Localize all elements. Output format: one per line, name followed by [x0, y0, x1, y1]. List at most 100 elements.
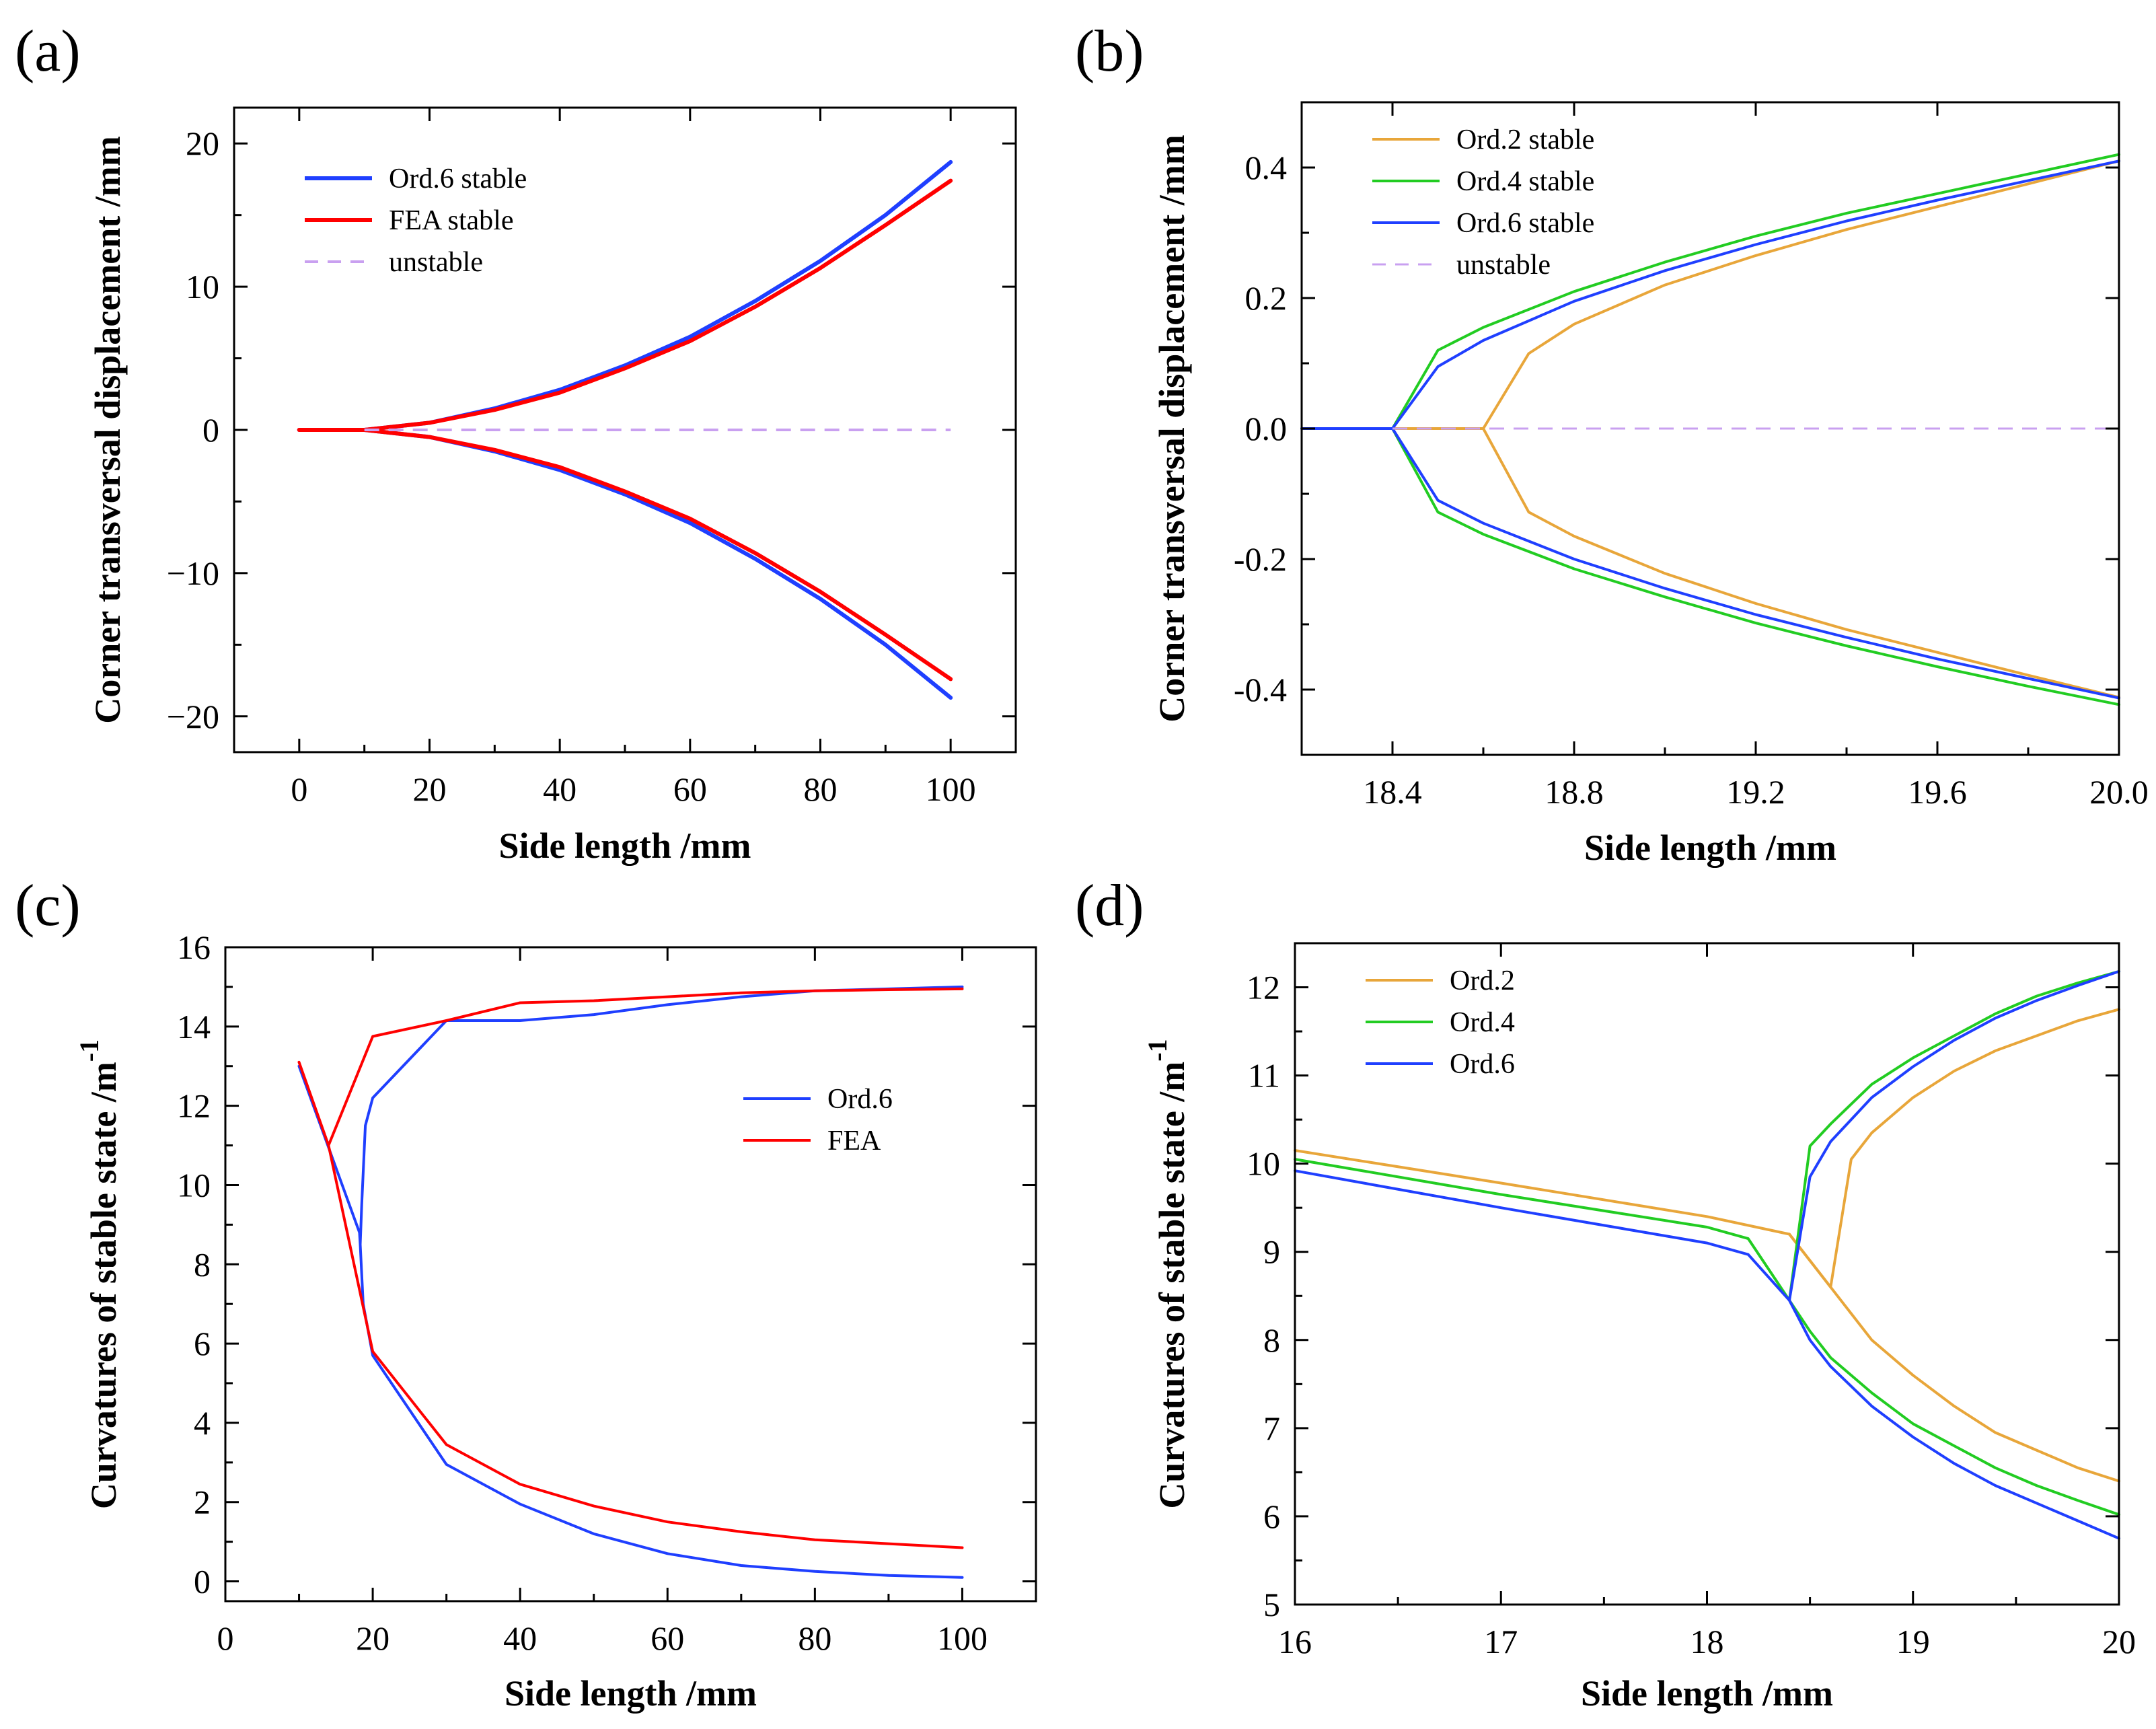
panel-4: 16 17 18 19 20 5 6 7 8 9 10 11 12 Side length /mm Curv… — [1075, 873, 2136, 1714]
y-axis-title-text: Curvatures of stable state /m — [1152, 1062, 1192, 1509]
x-tick-label: 18.4 — [1363, 773, 1422, 811]
panel-2-label: (b) — [1075, 19, 1144, 84]
series-line-ord-6-lower-branch- — [359, 1243, 964, 1579]
series-line-ord-6-stable-lower-branch- — [297, 428, 953, 700]
y-tick-label: 9 — [1263, 1233, 1280, 1271]
panel-4-legend: Ord.2 Ord.4 Ord.6 — [1366, 965, 1515, 1080]
y-axis-title-text: Corner transversal displacement /mm — [1152, 135, 1192, 722]
y-axis-title-text: Corner transversal displacement /mm — [87, 136, 128, 723]
x-tick-label: 60 — [650, 1619, 684, 1657]
panel-4-series — [1294, 969, 2120, 1540]
legend-label: Ord.4 — [1450, 1007, 1515, 1038]
panel-4-label: (d) — [1075, 873, 1144, 939]
x-tick-label: 0 — [217, 1619, 234, 1657]
x-tick-label: 20 — [413, 770, 447, 808]
x-tick-label: 16 — [1278, 1623, 1312, 1660]
panel-2-series — [1300, 153, 2120, 706]
series-line-ord-6-lower-branch- — [1788, 1298, 2120, 1540]
legend-label: FEA stable — [389, 205, 514, 236]
panel-3-series — [297, 985, 964, 1579]
series-line-ord-6 — [1294, 969, 2120, 1302]
legend-label: Ord.6 stable — [1456, 208, 1594, 239]
y-axis-title: Curvatures of stable state /m-1 — [74, 1039, 124, 1509]
y-tick-label: 12 — [1247, 969, 1280, 1006]
y-tick-label: 7 — [1263, 1409, 1280, 1447]
series-line-ord-4-stable-lower-branch- — [1391, 427, 2120, 706]
series-line-ord-2-stable — [1300, 159, 2120, 430]
panel-2-legend: Ord.2 stable Ord.4 stable Ord.6 stable unst… — [1372, 124, 1594, 281]
y-tick-label: 10 — [186, 268, 219, 305]
x-tick-label: 18.8 — [1545, 773, 1604, 811]
x-tick-label: 20.0 — [2089, 773, 2149, 811]
y-tick-label: 11 — [1248, 1057, 1280, 1095]
series-line-fea — [297, 987, 964, 1147]
y-tick-label: 8 — [1263, 1321, 1280, 1359]
y-tick-label: 0.0 — [1245, 410, 1288, 447]
x-tick-label: 19.2 — [1726, 773, 1785, 811]
y-tick-label: -0.2 — [1234, 540, 1287, 578]
legend-label: unstable — [1456, 250, 1551, 281]
y-tick-label: 8 — [194, 1245, 211, 1283]
legend-label: Ord.4 stable — [1456, 166, 1594, 197]
series-line-ord-2-stable-lower-branch- — [1482, 427, 2120, 699]
panel-4-plot-frame — [1294, 942, 2120, 1606]
y-tick-label: 12 — [177, 1087, 211, 1125]
y-axis-title-text: Curvatures of stable state /m — [83, 1062, 124, 1509]
y-axis-title: Corner transversal displacement /mm — [87, 136, 128, 723]
series-line-fea-lower-branch- — [327, 1144, 964, 1549]
x-tick-label: 60 — [673, 770, 707, 808]
panel-3-plot-frame — [224, 946, 1037, 1603]
y-axis-title-superscript: -1 — [74, 1039, 104, 1062]
y-tick-label: 4 — [194, 1404, 211, 1442]
x-axis-title: Side length /mm — [1584, 827, 1836, 868]
legend-label: Ord.6 — [1450, 1049, 1515, 1080]
y-tick-label: 0 — [194, 1563, 211, 1601]
x-tick-label: 80 — [804, 770, 838, 808]
x-tick-label: 40 — [543, 770, 577, 808]
y-tick-label: 14 — [177, 1008, 211, 1045]
x-tick-label: 100 — [926, 770, 976, 808]
x-tick-label: 20 — [356, 1619, 389, 1657]
x-tick-label: 20 — [2102, 1623, 2136, 1660]
y-tick-label: 10 — [177, 1166, 211, 1204]
panel-1-label: (a) — [15, 19, 81, 84]
x-tick-label: 18 — [1690, 1623, 1724, 1660]
y-tick-label: -0.4 — [1234, 671, 1287, 708]
series-line-ord-4 — [1294, 969, 2120, 1302]
x-tick-label: 19.6 — [1908, 773, 1967, 811]
panel-2: 18.4 18.8 19.2 19.6 20.0 -0.4 -0.2 0.0 0.2 0.4 Sid… — [1075, 19, 2149, 868]
y-axis-title-superscript: -1 — [1142, 1039, 1173, 1061]
y-tick-label: −20 — [167, 698, 219, 735]
panel-1: 0 20 40 60 80 100 −20 −10 0 10 20 Side length /mm Co… — [15, 19, 1017, 866]
y-axis-title: Corner transversal displacement /mm — [1152, 135, 1192, 722]
legend-label: Ord.2 — [1450, 965, 1515, 996]
series-line-ord-6 — [297, 985, 964, 1246]
series-line-ord-4-stable — [1300, 153, 2120, 430]
x-tick-label: 19 — [1896, 1623, 1930, 1660]
series-line-ord-2 — [1294, 1008, 2120, 1289]
x-tick-label: 80 — [798, 1619, 831, 1657]
y-tick-label: 20 — [186, 124, 219, 162]
series-line-fea-stable — [297, 178, 953, 432]
legend-label: Ord.2 stable — [1456, 124, 1594, 155]
series-line-ord-6-stable — [297, 159, 953, 432]
y-tick-label: 6 — [1263, 1498, 1280, 1535]
y-tick-label: 0 — [202, 411, 219, 449]
y-tick-label: 10 — [1247, 1145, 1280, 1183]
panel-1-series — [297, 159, 953, 700]
y-tick-label: 5 — [1263, 1586, 1280, 1623]
legend-label: FEA — [827, 1126, 881, 1156]
legend-label: Ord.6 — [827, 1084, 893, 1115]
x-tick-label: 100 — [937, 1619, 988, 1657]
panel-3-legend: Ord.6 FEA — [743, 1084, 893, 1156]
panel-3-label: (c) — [15, 873, 81, 939]
x-tick-label: 17 — [1484, 1623, 1518, 1660]
panel-1-legend: Ord.6 stable FEA stable unstable — [305, 163, 527, 278]
x-axis-title: Side length /mm — [1581, 1673, 1833, 1714]
series-line-fea-stable-lower-branch- — [297, 428, 953, 682]
y-tick-label: −10 — [167, 554, 219, 592]
y-axis-title: Curvatures of stable state /m-1 — [1142, 1039, 1192, 1508]
series-line-ord-6-stable — [1300, 159, 2120, 430]
y-tick-label: 0.2 — [1245, 279, 1288, 317]
